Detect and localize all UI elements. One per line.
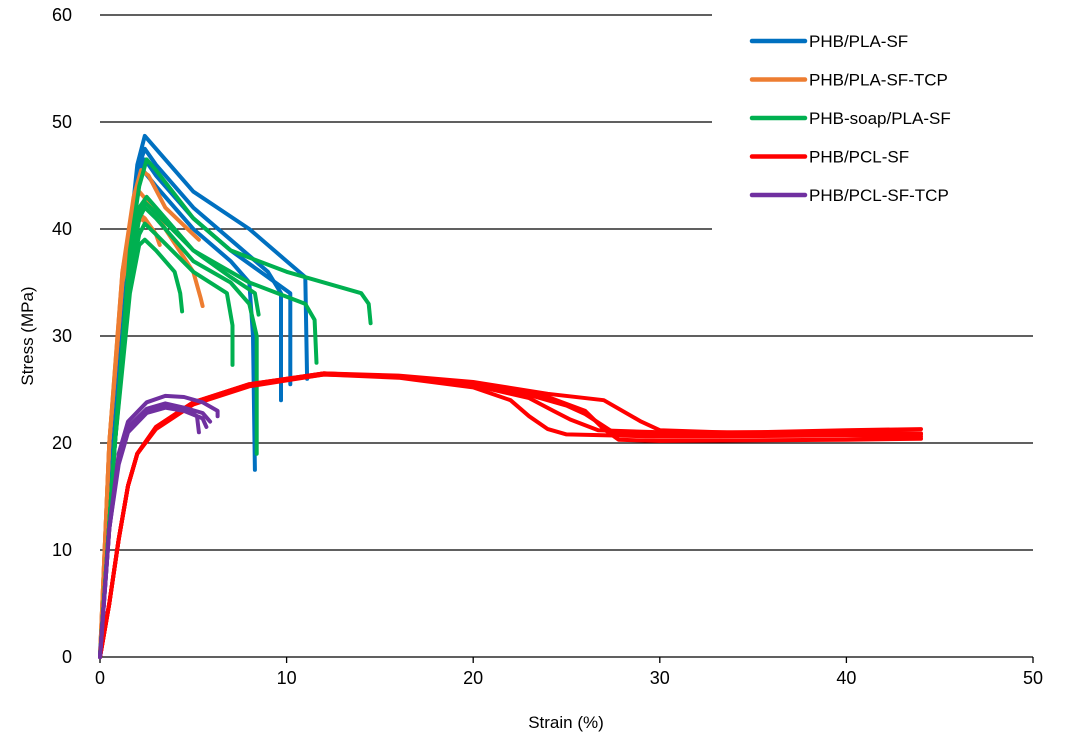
axes: 0 10 20 30 40 50 0 10 20 30 40 50 60 bbox=[52, 5, 1043, 688]
curve-phb-pcl-sf-tcp-4 bbox=[98, 404, 213, 659]
legend-item-phb-pcl-sf: PHB/PCL-SF bbox=[749, 148, 909, 167]
y-tick-label-60: 60 bbox=[52, 5, 72, 25]
curve-phb-pcl-sf-3 bbox=[98, 372, 923, 659]
series-phb-pcl-sf-tcp bbox=[98, 393, 220, 659]
curve-phb-pcl-sf-1 bbox=[98, 371, 923, 659]
curve-phb-pcl-sf-4 bbox=[98, 371, 923, 659]
series-phb-pcl-sf bbox=[98, 371, 923, 659]
x-tick-label-0: 0 bbox=[95, 668, 105, 688]
legend-item-phb-pla-sf: PHB/PLA-SF bbox=[749, 32, 908, 51]
legend-item-phb-soap-pla-sf: PHB-soap/PLA-SF bbox=[749, 109, 951, 128]
series-phb-soap-pla-sf bbox=[98, 157, 373, 659]
y-axis-title: Stress (MPa) bbox=[18, 286, 37, 385]
x-tick-label-20: 20 bbox=[463, 668, 483, 688]
legend-item-phb-pla-sf-tcp: PHB/PLA-SF-TCP bbox=[749, 71, 948, 90]
legend-label: PHB/PCL-SF-TCP bbox=[809, 186, 949, 205]
y-tick-label-10: 10 bbox=[52, 540, 72, 560]
series-curves bbox=[98, 133, 923, 659]
curve-phb-pcl-sf-2 bbox=[98, 372, 923, 659]
y-tick-label-40: 40 bbox=[52, 219, 72, 239]
legend-label: PHB/PLA-SF-TCP bbox=[809, 71, 948, 90]
legend-item-phb-pcl-sf-tcp: PHB/PCL-SF-TCP bbox=[749, 186, 949, 205]
x-tick-label-10: 10 bbox=[277, 668, 297, 688]
legend-label: PHB-soap/PLA-SF bbox=[809, 109, 951, 128]
y-tick-label-0: 0 bbox=[62, 647, 72, 667]
x-axis-title: Strain (%) bbox=[528, 713, 604, 732]
legend: PHB/PLA-SF PHB/PLA-SF-TCP PHB-soap/PLA-SF P… bbox=[749, 32, 951, 205]
curve-phb-soap-pla-sf-6 bbox=[98, 200, 261, 659]
legend-label: PHB/PLA-SF bbox=[809, 32, 908, 51]
legend-label: PHB/PCL-SF bbox=[809, 148, 909, 167]
y-tick-label-30: 30 bbox=[52, 326, 72, 346]
x-tick-label-40: 40 bbox=[836, 668, 856, 688]
curve-phb-pcl-sf-5 bbox=[98, 371, 923, 659]
y-tick-label-50: 50 bbox=[52, 112, 72, 132]
x-tick-label-50: 50 bbox=[1023, 668, 1043, 688]
y-tick-label-20: 20 bbox=[52, 433, 72, 453]
x-tick-label-30: 30 bbox=[650, 668, 670, 688]
